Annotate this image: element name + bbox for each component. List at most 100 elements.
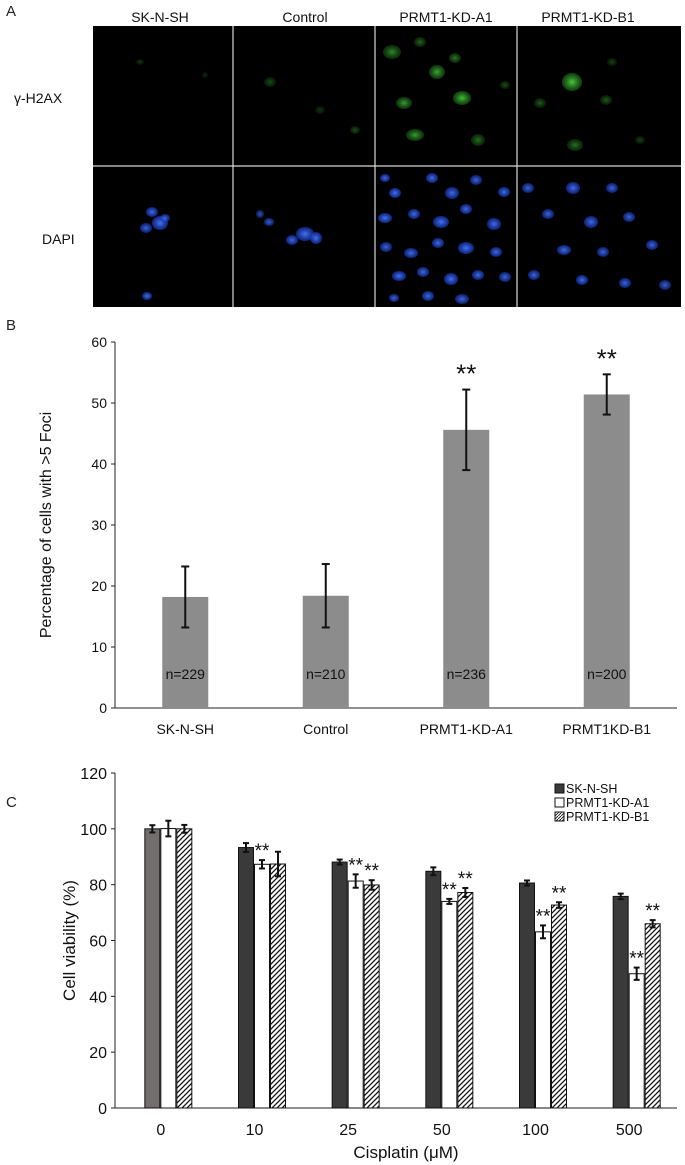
panel-a: A SK-N-SH Control PRMT1-KD-A1 PRMT1-KD-B… bbox=[6, 3, 681, 307]
significance-mark: ** bbox=[597, 343, 617, 373]
y-tick-label: 60 bbox=[89, 934, 107, 951]
y-tick-label: 50 bbox=[91, 395, 107, 411]
dapi-nucleus bbox=[404, 248, 418, 258]
significance-mark: ** bbox=[364, 861, 379, 882]
dapi-nucleus bbox=[584, 216, 598, 228]
x-tick-label: 500 bbox=[616, 1122, 643, 1139]
bar bbox=[363, 884, 380, 1109]
bar bbox=[270, 863, 286, 1109]
dapi-nucleus bbox=[470, 175, 482, 185]
dapi-nucleus bbox=[522, 183, 534, 193]
y-tick-label: 100 bbox=[80, 822, 107, 839]
dapi-nucleus bbox=[426, 173, 438, 183]
dapi-nucleus bbox=[380, 242, 392, 252]
bar bbox=[443, 429, 490, 708]
bar bbox=[176, 828, 193, 1109]
h2ax-nucleus bbox=[607, 58, 617, 66]
micro-row-label-1: DAPI bbox=[42, 231, 75, 247]
legend-label: SK-N-SH bbox=[566, 782, 617, 796]
y-tick-label: 30 bbox=[91, 517, 107, 533]
panel-b: B 0 10 20 30 40 50 60 Percentage of cells with … bbox=[6, 317, 677, 737]
dapi-nucleus bbox=[310, 232, 322, 244]
x-tick-label: PRMT1KD-B1 bbox=[562, 721, 651, 737]
h2ax-nucleus bbox=[635, 136, 645, 144]
h2ax-nucleus bbox=[429, 65, 445, 79]
micro-col-title-0: SK-N-SH bbox=[131, 9, 189, 25]
dapi-nucleus bbox=[389, 188, 401, 198]
h2ax-nucleus bbox=[471, 134, 485, 146]
bar bbox=[519, 882, 535, 1109]
legend-label: PRMT1-KD-A1 bbox=[566, 796, 649, 810]
significance-mark: ** bbox=[458, 869, 473, 890]
n-label: n=210 bbox=[306, 666, 346, 682]
h2ax-nucleus bbox=[315, 106, 325, 114]
micro-row-label-0: γ-H2AX bbox=[14, 90, 63, 106]
bar bbox=[441, 900, 458, 1109]
bar bbox=[644, 923, 661, 1109]
y-tick-label: 120 bbox=[80, 766, 107, 783]
dapi-nucleus bbox=[542, 209, 554, 219]
bar bbox=[160, 828, 177, 1109]
bar bbox=[551, 904, 567, 1109]
y-tick-label: 0 bbox=[99, 700, 107, 716]
dapi-nucleus bbox=[444, 273, 458, 285]
bar bbox=[612, 895, 629, 1109]
dapi-nucleus bbox=[460, 204, 472, 214]
micro-col-title-2: PRMT1-KD-A1 bbox=[399, 9, 493, 25]
dapi-nucleus bbox=[392, 271, 406, 281]
y-tick-label: 0 bbox=[98, 1101, 107, 1118]
significance-mark: ** bbox=[536, 906, 551, 927]
dapi-nucleus bbox=[378, 213, 392, 223]
n-label: n=200 bbox=[587, 666, 627, 682]
x-tick-label: 10 bbox=[246, 1122, 264, 1139]
dapi-nucleus bbox=[417, 267, 429, 277]
micro-col-title-3: PRMT1-KD-B1 bbox=[541, 9, 635, 25]
dapi-nucleus bbox=[619, 278, 631, 288]
h2ax-nucleus bbox=[406, 129, 424, 141]
dapi-nucleus bbox=[490, 247, 502, 257]
dapi-nucleus bbox=[623, 212, 635, 222]
x-tick-label: SK-N-SH bbox=[156, 721, 214, 737]
h2ax-nucleus bbox=[136, 59, 144, 65]
legend-swatch bbox=[554, 811, 565, 822]
dapi-nucleus bbox=[140, 223, 152, 233]
dapi-nucleus bbox=[389, 294, 399, 302]
panel-c-letter: C bbox=[6, 794, 17, 811]
n-label: n=229 bbox=[166, 666, 206, 682]
y-tick-label: 20 bbox=[91, 578, 107, 594]
h2ax-nucleus bbox=[449, 53, 461, 63]
micrograph-cells bbox=[136, 37, 671, 304]
dapi-nucleus bbox=[146, 207, 158, 217]
h2ax-nucleus bbox=[264, 77, 276, 87]
dapi-nucleus bbox=[499, 272, 511, 282]
micrograph-grid bbox=[93, 26, 681, 307]
x-tick-label: Control bbox=[303, 721, 348, 737]
significance-mark: ** bbox=[552, 883, 567, 904]
bar bbox=[144, 828, 161, 1109]
significance-mark: ** bbox=[348, 855, 363, 876]
dapi-nucleus bbox=[380, 174, 390, 182]
chart-b: 0 10 20 30 40 50 60 Percentage of cells with >5… bbox=[38, 334, 677, 737]
bar bbox=[347, 880, 364, 1109]
significance-mark: ** bbox=[629, 949, 644, 970]
dapi-nucleus bbox=[458, 242, 474, 254]
dapi-nucleus bbox=[296, 227, 314, 241]
bar bbox=[425, 870, 442, 1109]
h2ax-nucleus bbox=[202, 72, 208, 78]
h2ax-nucleus bbox=[453, 91, 471, 105]
dapi-nucleus bbox=[498, 187, 510, 197]
significance-mark: ** bbox=[645, 901, 660, 922]
legend-swatch bbox=[554, 797, 565, 808]
bar bbox=[457, 891, 474, 1109]
dapi-nucleus bbox=[422, 291, 434, 301]
dapi-nucleus bbox=[432, 238, 444, 248]
dapi-nucleus bbox=[597, 247, 609, 257]
x-tick-label: 50 bbox=[433, 1122, 451, 1139]
h2ax-nucleus bbox=[562, 73, 582, 91]
bar bbox=[238, 847, 254, 1109]
y-axis-title: Percentage of cells with >5 Foci bbox=[38, 412, 55, 638]
dapi-nucleus bbox=[286, 235, 298, 245]
